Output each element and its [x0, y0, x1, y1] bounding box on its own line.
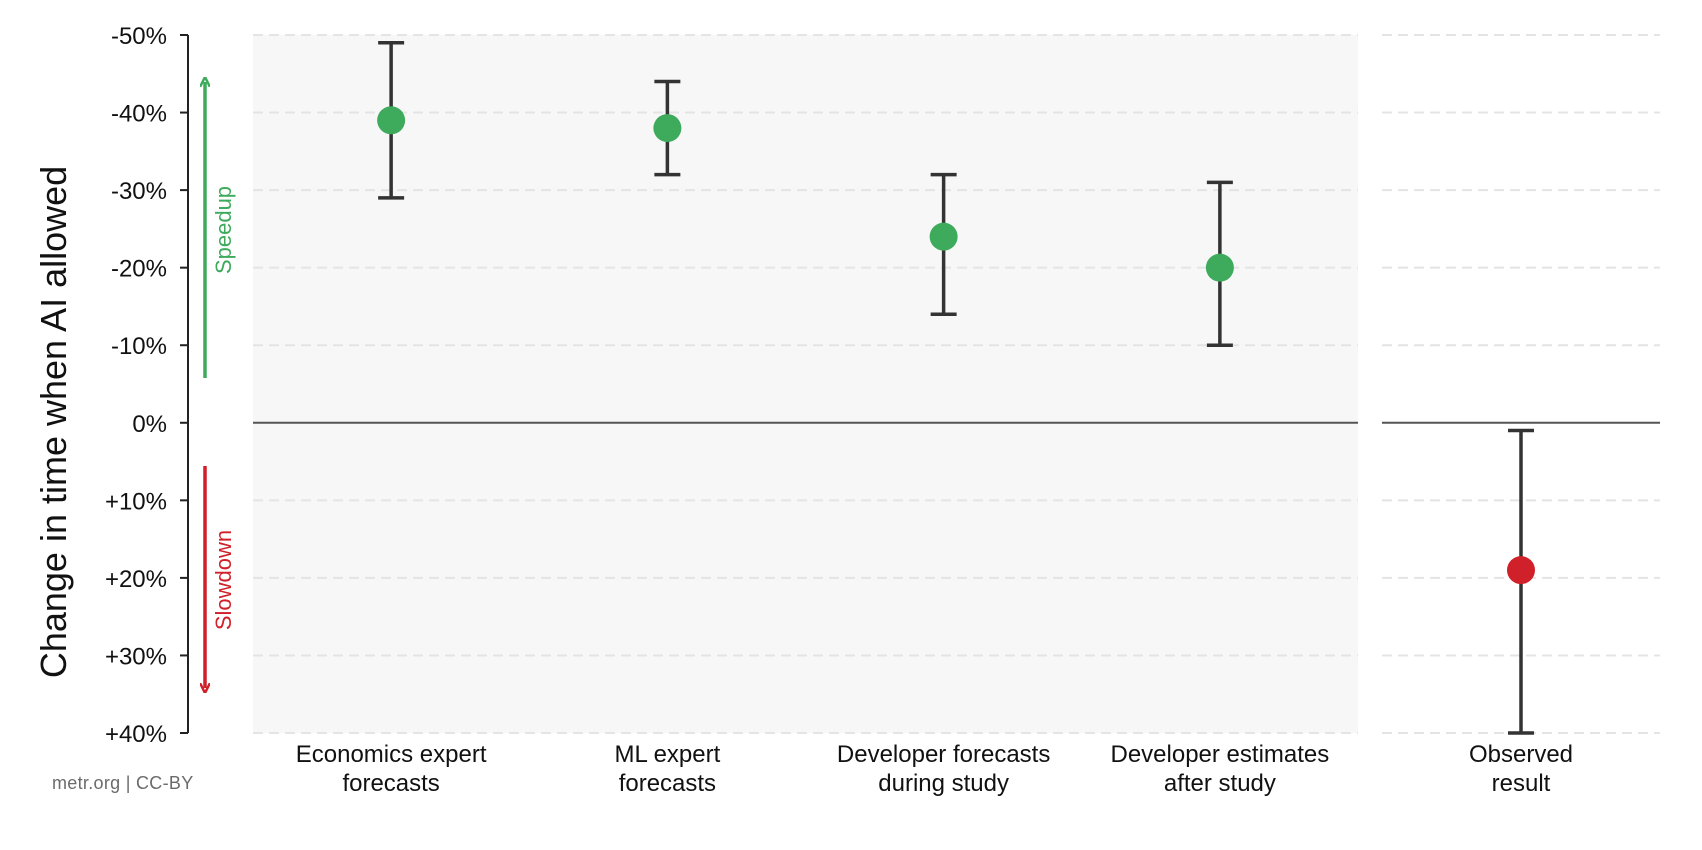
panel-backgrounds — [253, 35, 1358, 733]
credit-footer: metr.org | CC-BY — [52, 773, 194, 793]
gridlines — [253, 34, 1660, 734]
error-bar-1 — [653, 79, 682, 177]
data-point — [929, 222, 958, 251]
category-label: Observed result — [1469, 741, 1573, 797]
y-tick-label: +20% — [105, 566, 167, 593]
y-tick-label: +10% — [105, 488, 167, 515]
slowdown-label: Slowdown — [211, 530, 236, 630]
data-point — [1507, 556, 1535, 585]
category-label: Economics expert forecasts — [296, 741, 487, 797]
data-point — [1205, 253, 1234, 282]
y-tick-label: +30% — [105, 643, 167, 670]
y-tick-label: -40% — [111, 101, 167, 128]
error-bar-3 — [1205, 180, 1234, 347]
category-labels: Economics expert forecasts ML expert foreca… — [296, 741, 1573, 797]
data-point — [653, 114, 682, 143]
error-bar-0 — [377, 41, 406, 200]
y-tick-label: -20% — [111, 256, 167, 283]
y-axis — [180, 34, 189, 734]
category-label: Developer forecasts during study — [837, 741, 1050, 797]
category-label: Developer estimates after study — [1110, 741, 1329, 797]
error-bar-observed — [1507, 428, 1535, 735]
error-bars — [377, 41, 1535, 735]
y-tick-label: -30% — [111, 178, 167, 205]
error-bar-2 — [929, 172, 958, 316]
y-tick-label: +40% — [105, 721, 167, 748]
y-tick-labels: -50% -40% -30% -20% -10% 0% +10% +20% +30% +40% — [105, 23, 167, 748]
y-tick-label: 0% — [132, 411, 167, 438]
data-point — [377, 106, 406, 135]
y-tick-label: -10% — [111, 333, 167, 360]
panel-background-forecasts — [253, 35, 1358, 733]
y-axis-label: Change in time when AI allowed — [33, 166, 74, 678]
speedup-label: Speedup — [211, 186, 236, 274]
y-tick-label: -50% — [111, 23, 167, 50]
annotations: Speedup Slowdown — [205, 82, 236, 688]
category-label: ML expert forecasts — [614, 741, 720, 797]
